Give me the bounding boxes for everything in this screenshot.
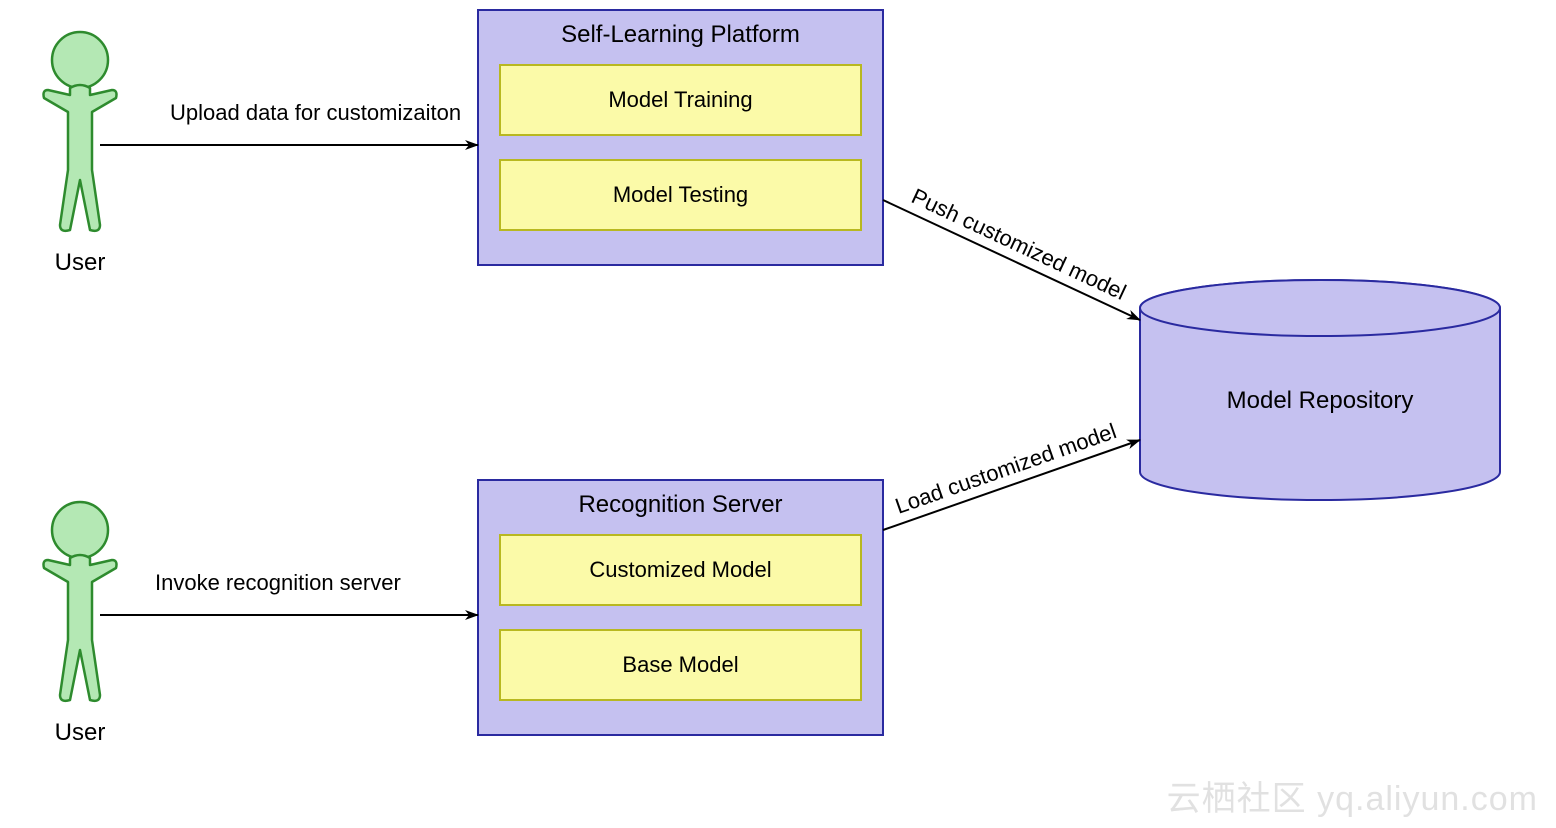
arrow-a2: Invoke recognition server: [100, 570, 478, 615]
container-platform: Self-Learning Platform Model Training Mode…: [478, 10, 883, 265]
container-title: Recognition Server: [578, 491, 782, 518]
arrow-a1: Upload data for customizaiton: [100, 100, 478, 145]
cylinder-label: Model Repository: [1227, 387, 1414, 414]
actor-user-bottom: User: [44, 502, 117, 746]
actor-user-top: User: [44, 32, 117, 276]
arrow-a3: Push customized model: [883, 183, 1140, 320]
inner-label: Model Training: [608, 87, 752, 112]
container-recog-server: Recognition Server Customized Model Base M…: [478, 480, 883, 735]
inner-label: Base Model: [622, 652, 738, 677]
architecture-diagram: User User Self-Learning Platform Model Trai…: [0, 0, 1556, 828]
arrow-label: Upload data for customizaiton: [170, 100, 461, 125]
cylinder-model-repo: Model Repository: [1140, 280, 1500, 500]
arrow-a4: Load customized model: [883, 418, 1140, 530]
arrow-label: Load customized model: [892, 418, 1120, 518]
actor-label: User: [55, 719, 106, 746]
inner-label: Model Testing: [613, 182, 748, 207]
arrow-label: Push customized model: [908, 183, 1130, 304]
arrow-label: Invoke recognition server: [155, 570, 401, 595]
actor-label: User: [55, 249, 106, 276]
inner-label: Customized Model: [589, 557, 771, 582]
container-title: Self-Learning Platform: [561, 21, 800, 48]
